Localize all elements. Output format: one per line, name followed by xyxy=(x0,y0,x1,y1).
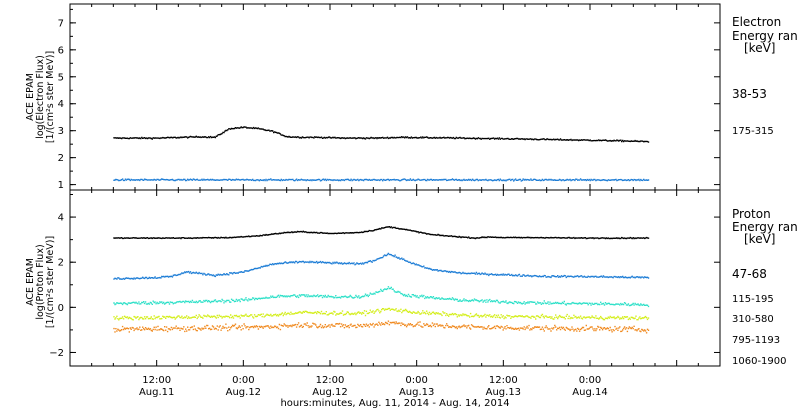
x-tick-labels: 12:00Aug.110:00Aug.1212:00Aug.120:00Aug.… xyxy=(139,375,608,398)
electron-ytick-label: 4 xyxy=(58,99,64,110)
electron-ylabel-line1: ACE EPAM xyxy=(25,73,36,121)
electron-x-ticks xyxy=(69,4,721,190)
proton-series-points-795-1193 xyxy=(113,307,650,321)
proton-series-47-68 xyxy=(113,226,650,240)
proton-legend-entry-310-580: 310-580 xyxy=(732,314,774,325)
x-tick-date-label: Aug.12 xyxy=(312,387,347,398)
x-tick-time-label: 12:00 xyxy=(489,375,518,386)
proton-ytick-label: 0 xyxy=(58,303,64,314)
electron-ylabel-line2: log(Electron Flux) xyxy=(35,55,46,139)
proton-series-points-310-580 xyxy=(113,286,650,308)
electron-ytick-label: 3 xyxy=(58,126,64,137)
x-tick-time-label: 12:00 xyxy=(142,375,171,386)
proton-legend-entry-795-1193: 795-1193 xyxy=(732,335,780,346)
electron-y-ticks: 1 2 3 4 5 6 7 xyxy=(58,8,720,191)
proton-series-310-580 xyxy=(113,286,650,308)
electron-legend-title-line2: Energy ran xyxy=(732,29,798,43)
proton-ytick-label: 4 xyxy=(58,213,64,224)
proton-legend-title-line3: [keV] xyxy=(744,232,775,246)
electron-ytick-label: 6 xyxy=(58,45,64,56)
x-tick-date-label: Aug.13 xyxy=(399,387,434,398)
proton-ylabel-line2: log(Proton Flux) xyxy=(35,244,46,319)
electron-series-points-175-315 xyxy=(113,178,650,182)
electron-panel: 1 2 3 4 5 6 7 ACE EPAM log(Electron Flux) [1/(… xyxy=(25,3,798,191)
electron-ytick-label: 5 xyxy=(58,72,64,83)
electron-legend-title-line3: [keV] xyxy=(744,41,775,55)
proton-legend-entry-115-195: 115-195 xyxy=(732,294,774,305)
proton-panel: −2 0 2 4 ACE EPAM log(Proton Flux) [1/(cm²s… xyxy=(25,189,798,367)
proton-legend-title-line1: Proton xyxy=(732,207,771,221)
proton-legend-entry-47-68: 47-68 xyxy=(732,267,767,281)
electron-legend-entry-38-53: 38-53 xyxy=(732,87,767,101)
proton-series-points-47-68 xyxy=(113,226,650,240)
x-tick-time-label: 12:00 xyxy=(316,375,345,386)
x-tick-time-label: 0:00 xyxy=(405,375,427,386)
proton-x-ticks xyxy=(69,190,721,366)
proton-ylabel-line3: [1/(cm²s ster MeV)] xyxy=(45,236,56,328)
proton-points xyxy=(113,226,650,334)
proton-series-1060-1900 xyxy=(113,320,650,334)
proton-series-points-1060-1900 xyxy=(113,320,650,334)
electron-series-175-315 xyxy=(113,178,650,182)
electron-ytick-label: 7 xyxy=(58,18,64,29)
proton-series-115-195 xyxy=(113,252,650,280)
proton-series-points-115-195 xyxy=(113,252,650,280)
x-axis-label: hours:minutes, Aug. 11, 2014 - Aug. 14, … xyxy=(280,398,509,409)
electron-series-38-53 xyxy=(113,126,650,143)
proton-ytick-label: 2 xyxy=(58,258,64,269)
x-tick-date-label: Aug.13 xyxy=(486,387,521,398)
proton-legend-entry-1060-1900: 1060-1900 xyxy=(732,356,787,367)
x-tick-date-label: Aug.12 xyxy=(226,387,261,398)
electron-points xyxy=(113,126,650,182)
electron-ylabel-line3: [1/(cm²s ster MeV)] xyxy=(45,51,56,143)
x-tick-date-label: Aug.14 xyxy=(572,387,607,398)
electron-legend-entry-175-315: 175-315 xyxy=(732,126,774,137)
x-tick-date-label: Aug.11 xyxy=(139,387,174,398)
x-tick-time-label: 0:00 xyxy=(232,375,254,386)
electron-legend-title-line1: Electron xyxy=(732,15,781,29)
x-tick-time-label: 0:00 xyxy=(579,375,601,386)
proton-ytick-label: −2 xyxy=(49,348,64,359)
proton-series-795-1193 xyxy=(113,307,650,321)
proton-ylabel-line1: ACE EPAM xyxy=(25,258,36,306)
electron-ytick-label: 1 xyxy=(58,180,64,191)
electron-series-points-38-53 xyxy=(113,126,650,143)
proton-legend-title-line2: Energy ran xyxy=(732,220,798,234)
electron-ytick-label: 2 xyxy=(58,153,64,164)
